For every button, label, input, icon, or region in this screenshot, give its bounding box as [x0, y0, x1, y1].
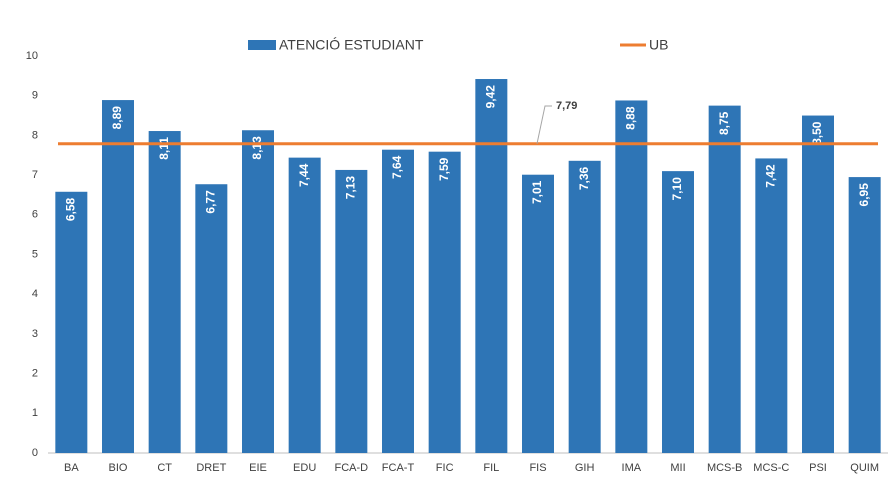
value-label: 6,77: [204, 190, 218, 214]
x-tick-label: EIE: [249, 462, 267, 474]
y-tick-label: 6: [32, 209, 38, 221]
value-label: 8,13: [250, 136, 264, 160]
bar: [428, 151, 461, 453]
bar: [615, 100, 648, 454]
value-label: 7,10: [670, 177, 684, 201]
value-label: 7,36: [577, 166, 591, 190]
x-tick-label: FIC: [436, 462, 454, 474]
y-tick-label: 10: [26, 50, 38, 62]
bar: [242, 130, 274, 453]
value-label: 6,95: [857, 183, 871, 207]
legend-label: ATENCIÓ ESTUDIANT: [279, 37, 424, 53]
bar: [708, 105, 741, 453]
value-label: 8,75: [717, 111, 731, 135]
y-tick-label: 0: [32, 447, 38, 459]
bar: [102, 100, 134, 453]
bar: [335, 169, 368, 453]
x-tick-label: MCS-C: [753, 462, 789, 474]
bar: [55, 191, 88, 454]
bar: [522, 174, 554, 453]
value-label: 9,42: [484, 85, 498, 109]
value-label: 8,89: [110, 106, 124, 130]
value-label: 8,11: [157, 137, 171, 160]
y-tick-label: 8: [32, 129, 38, 141]
x-tick-label: IMA: [622, 462, 642, 474]
bar: [802, 115, 834, 454]
bar: [195, 184, 228, 453]
x-tick-label: FIS: [529, 462, 546, 474]
value-label: 8,50: [810, 121, 824, 145]
value-label: 7,13: [344, 176, 358, 200]
y-tick-label: 7: [32, 169, 38, 181]
bar: [288, 157, 321, 453]
x-tick-label: BA: [64, 462, 79, 474]
y-tick-label: 5: [32, 248, 38, 260]
x-tick-label: FCA-T: [382, 462, 415, 474]
x-tick-label: EDU: [293, 462, 316, 474]
x-tick-label: CT: [157, 462, 172, 474]
legend-swatch: [248, 40, 276, 50]
y-tick-label: 4: [32, 288, 38, 300]
bar: [382, 149, 414, 453]
legend-label: UB: [649, 37, 668, 53]
x-tick-label: MII: [670, 462, 685, 474]
x-tick-label: PSI: [809, 462, 827, 474]
x-tick-label: GIH: [575, 462, 595, 474]
value-label: 7,01: [530, 180, 544, 204]
value-label: 7,42: [764, 164, 778, 188]
x-tick-label: BIO: [109, 462, 128, 474]
y-tick-label: 3: [32, 328, 38, 340]
value-label: 7,59: [437, 157, 451, 181]
bar: [848, 177, 881, 453]
value-label: 6,58: [64, 197, 78, 221]
bar: [755, 158, 788, 453]
bar: [148, 131, 181, 453]
x-tick-label: QUIM: [850, 462, 879, 474]
value-label: 7,44: [297, 163, 311, 187]
value-label: 7,64: [390, 155, 404, 179]
reference-label: 7,79: [556, 100, 577, 112]
bar: [568, 160, 601, 454]
y-tick-label: 2: [32, 368, 38, 380]
bar: [475, 79, 508, 453]
y-tick-label: 1: [32, 407, 38, 419]
x-tick-label: FCA-D: [335, 462, 369, 474]
value-label: 8,88: [624, 106, 638, 130]
y-tick-label: 9: [32, 90, 38, 102]
annotation-leader: [536, 105, 552, 144]
x-tick-label: FIL: [483, 462, 499, 474]
x-tick-label: MCS-B: [707, 462, 742, 474]
x-tick-label: DRET: [196, 462, 226, 474]
bar: [662, 171, 694, 453]
